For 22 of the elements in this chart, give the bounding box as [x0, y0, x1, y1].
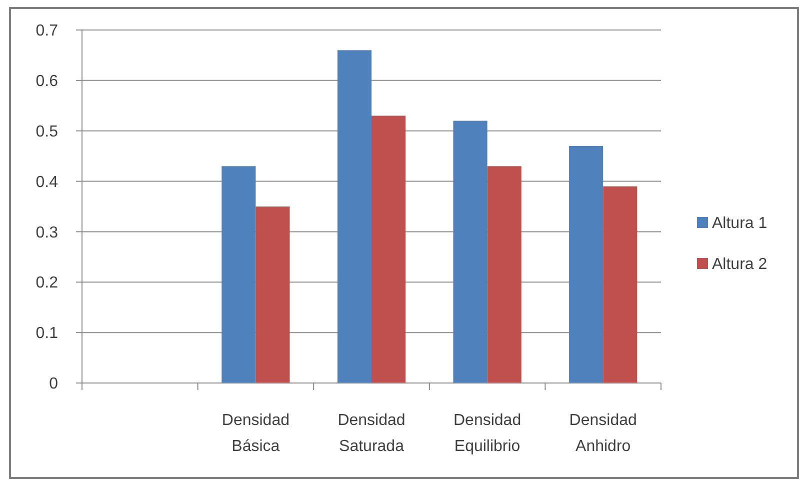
y-tick-label: 0.5	[36, 123, 58, 140]
bar	[487, 166, 522, 383]
x-tick-label: Densidad Básica	[222, 412, 290, 455]
bar	[569, 146, 604, 383]
y-tick-label: 0	[49, 376, 58, 393]
y-tick-label: 0.1	[36, 325, 58, 342]
y-tick-label: 0.7	[36, 22, 58, 40]
bar	[372, 116, 406, 383]
bar	[603, 186, 638, 383]
bar	[256, 206, 290, 383]
x-tick-label: Densidad Anhidro	[569, 412, 637, 455]
bar	[222, 166, 256, 383]
legend-label: Altura 2	[712, 256, 768, 273]
x-tick-label: Densidad Equilibrio	[453, 412, 522, 455]
y-tick-label: 0.2	[36, 274, 58, 292]
y-tick-label: 0.3	[36, 224, 58, 242]
y-tick-label: 0.4	[36, 174, 58, 191]
x-tick-label: Densidad Saturada	[338, 412, 406, 455]
y-tick-label: 0.6	[36, 73, 58, 90]
legend-label: Altura 1	[712, 215, 768, 232]
bar	[453, 120, 488, 383]
bar	[337, 50, 372, 383]
